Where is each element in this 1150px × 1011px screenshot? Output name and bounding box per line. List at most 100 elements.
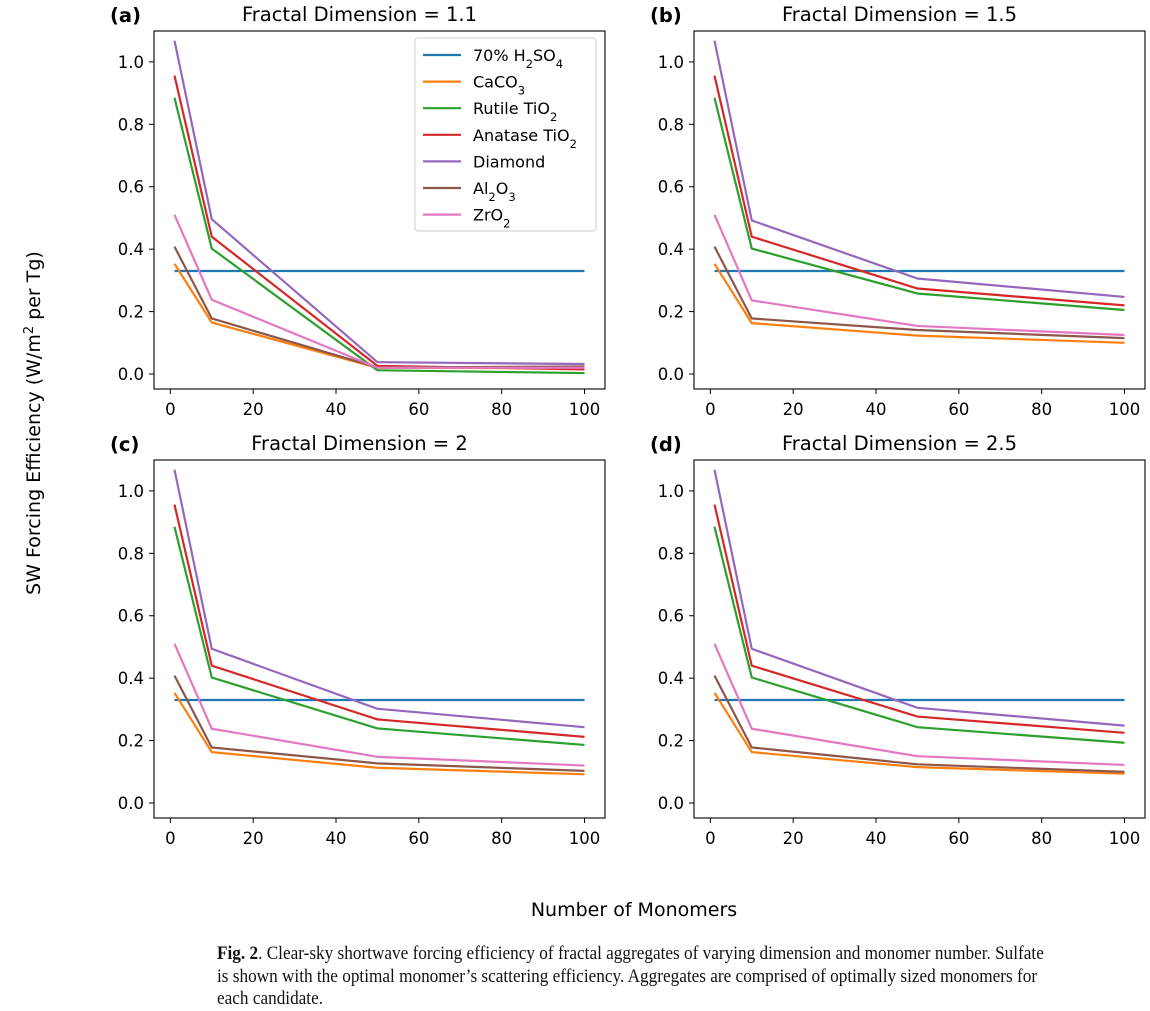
y-tick-label: 0.0 [118,794,144,813]
series-line-zro2 [173,643,585,767]
series-line-anatase-tio2 [713,504,1125,734]
figure-caption: Fig. 2. Clear-sky shortwave forcing effi… [217,943,1054,1011]
series-line-rutile-tio2 [713,97,1125,312]
series-line-zro2 [713,214,1125,337]
x-tick-label: 0 [705,829,716,848]
x-tick-label: 80 [491,829,512,848]
y-tick-label: 0.8 [658,544,684,563]
series-line-al2o3 [173,675,585,772]
x-tick-label: 20 [783,829,804,848]
panel-c: 0 20 40 60 80 100 0.0 0.2 0.4 0.6 0.8 1.0 Fractal Di… [110,432,606,848]
y-tick-label: 0.6 [118,178,144,197]
series-line-zro2 [713,643,1125,767]
series-group [713,40,1125,344]
caption-label: Fig. 2 [217,944,259,964]
axes-frame [153,30,606,390]
panel-label: (b) [650,4,682,27]
panel-label: (a) [110,4,141,27]
legend-label: Al2O3 [473,179,516,204]
legend-entry: Al2O3 [423,179,516,204]
x-tick-label: 20 [783,400,804,419]
legend-entry: CaCO3 [423,73,525,98]
series-line-rutile-tio2 [173,526,585,747]
x-tick-label: 60 [408,829,429,848]
y-tick-label: 1.0 [118,482,144,501]
panel-label: (d) [650,433,682,456]
axes-frame [693,459,1146,819]
y-tick-label: 0.0 [118,365,144,384]
legend-entry: ZrO2 [423,206,510,231]
legend-entry: Diamond [423,152,545,171]
series-line-caco3 [173,692,585,776]
series-line-caco3 [713,263,1125,344]
series-line-anatase-tio2 [173,504,585,738]
series-line-al2o3 [713,675,1125,773]
y-tick-label: 0.6 [658,607,684,626]
series-line-caco3 [173,263,585,370]
series-line-rutile-tio2 [173,97,585,375]
x-axis-label: Number of Monomers [531,899,737,921]
panel-title: Fractal Dimension = 2.5 [782,432,1017,455]
series-line-diamond [173,469,585,729]
x-tick-label: 40 [866,829,887,848]
x-tick-label: 100 [1109,400,1141,419]
x-tick-label: 0 [165,829,176,848]
y-tick-label: 1.0 [118,53,144,72]
x-tick-label: 60 [408,400,429,419]
axes-frame [693,30,1146,390]
panel-label: (c) [110,433,139,456]
legend-label: Rutile TiO2 [473,99,557,124]
series-line-diamond [713,40,1125,299]
y-tick-label: 0.4 [658,669,684,688]
y-tick-label: 0.4 [118,669,144,688]
x-tick-label: 20 [243,400,264,419]
panel-a: 0 20 40 60 80 100 0.0 0.2 0.4 0.6 0.8 1.0 Fractal Di… [110,3,606,419]
x-tick-label: 40 [326,400,347,419]
y-tick-label: 0.6 [118,607,144,626]
series-line-diamond [173,40,585,366]
x-tick-label: 60 [948,400,969,419]
series-line-anatase-tio2 [713,75,1125,307]
legend-label: Diamond [473,152,545,171]
x-tick-label: 80 [1031,400,1052,419]
series-line-rutile-tio2 [713,526,1125,744]
x-tick-label: 100 [569,829,601,848]
x-tick-label: 40 [326,829,347,848]
legend-label: CaCO3 [473,73,525,98]
series-line-zro2 [173,214,585,369]
x-tick-label: 0 [165,400,176,419]
x-tick-label: 0 [705,400,716,419]
panel-title: Fractal Dimension = 2 [251,432,468,455]
series-group [173,469,585,776]
series-line-al2o3 [713,246,1125,340]
y-tick-label: 0.4 [658,240,684,259]
x-tick-label: 20 [243,829,264,848]
y-tick-label: 0.6 [658,178,684,197]
legend-label: ZrO2 [473,206,510,231]
legend-entry: Rutile TiO2 [423,99,557,124]
y-axis-label: SW Forcing Efficiency (W/m2 per Tg) [22,251,46,595]
series-group [713,469,1125,775]
x-tick-label: 60 [948,829,969,848]
y-tick-label: 1.0 [658,53,684,72]
y-tick-label: 0.0 [658,365,684,384]
y-tick-label: 0.8 [118,544,144,563]
x-tick-label: 100 [1109,829,1141,848]
x-tick-label: 100 [569,400,601,419]
legend-entry: 70% H2SO4 [423,46,563,71]
y-tick-label: 0.8 [658,115,684,134]
y-tick-label: 0.2 [658,303,684,322]
panel-title: Fractal Dimension = 1.1 [242,3,477,26]
legend-entry: Anatase TiO2 [423,126,577,151]
panel-d: 0 20 40 60 80 100 0.0 0.2 0.4 0.6 0.8 1.0 Fractal Di… [650,432,1146,848]
caption-text: . Clear-sky shortwave forcing efficiency… [217,944,1044,1009]
series-line-al2o3 [173,246,585,369]
series-line-diamond [713,469,1125,727]
y-tick-label: 0.2 [658,732,684,751]
x-tick-label: 80 [1031,829,1052,848]
y-tick-label: 1.0 [658,482,684,501]
y-tick-label: 0.8 [118,115,144,134]
y-tick-label: 0.2 [118,732,144,751]
figure: SW Forcing Efficiency (W/m2 per Tg) Numb… [22,3,1146,921]
